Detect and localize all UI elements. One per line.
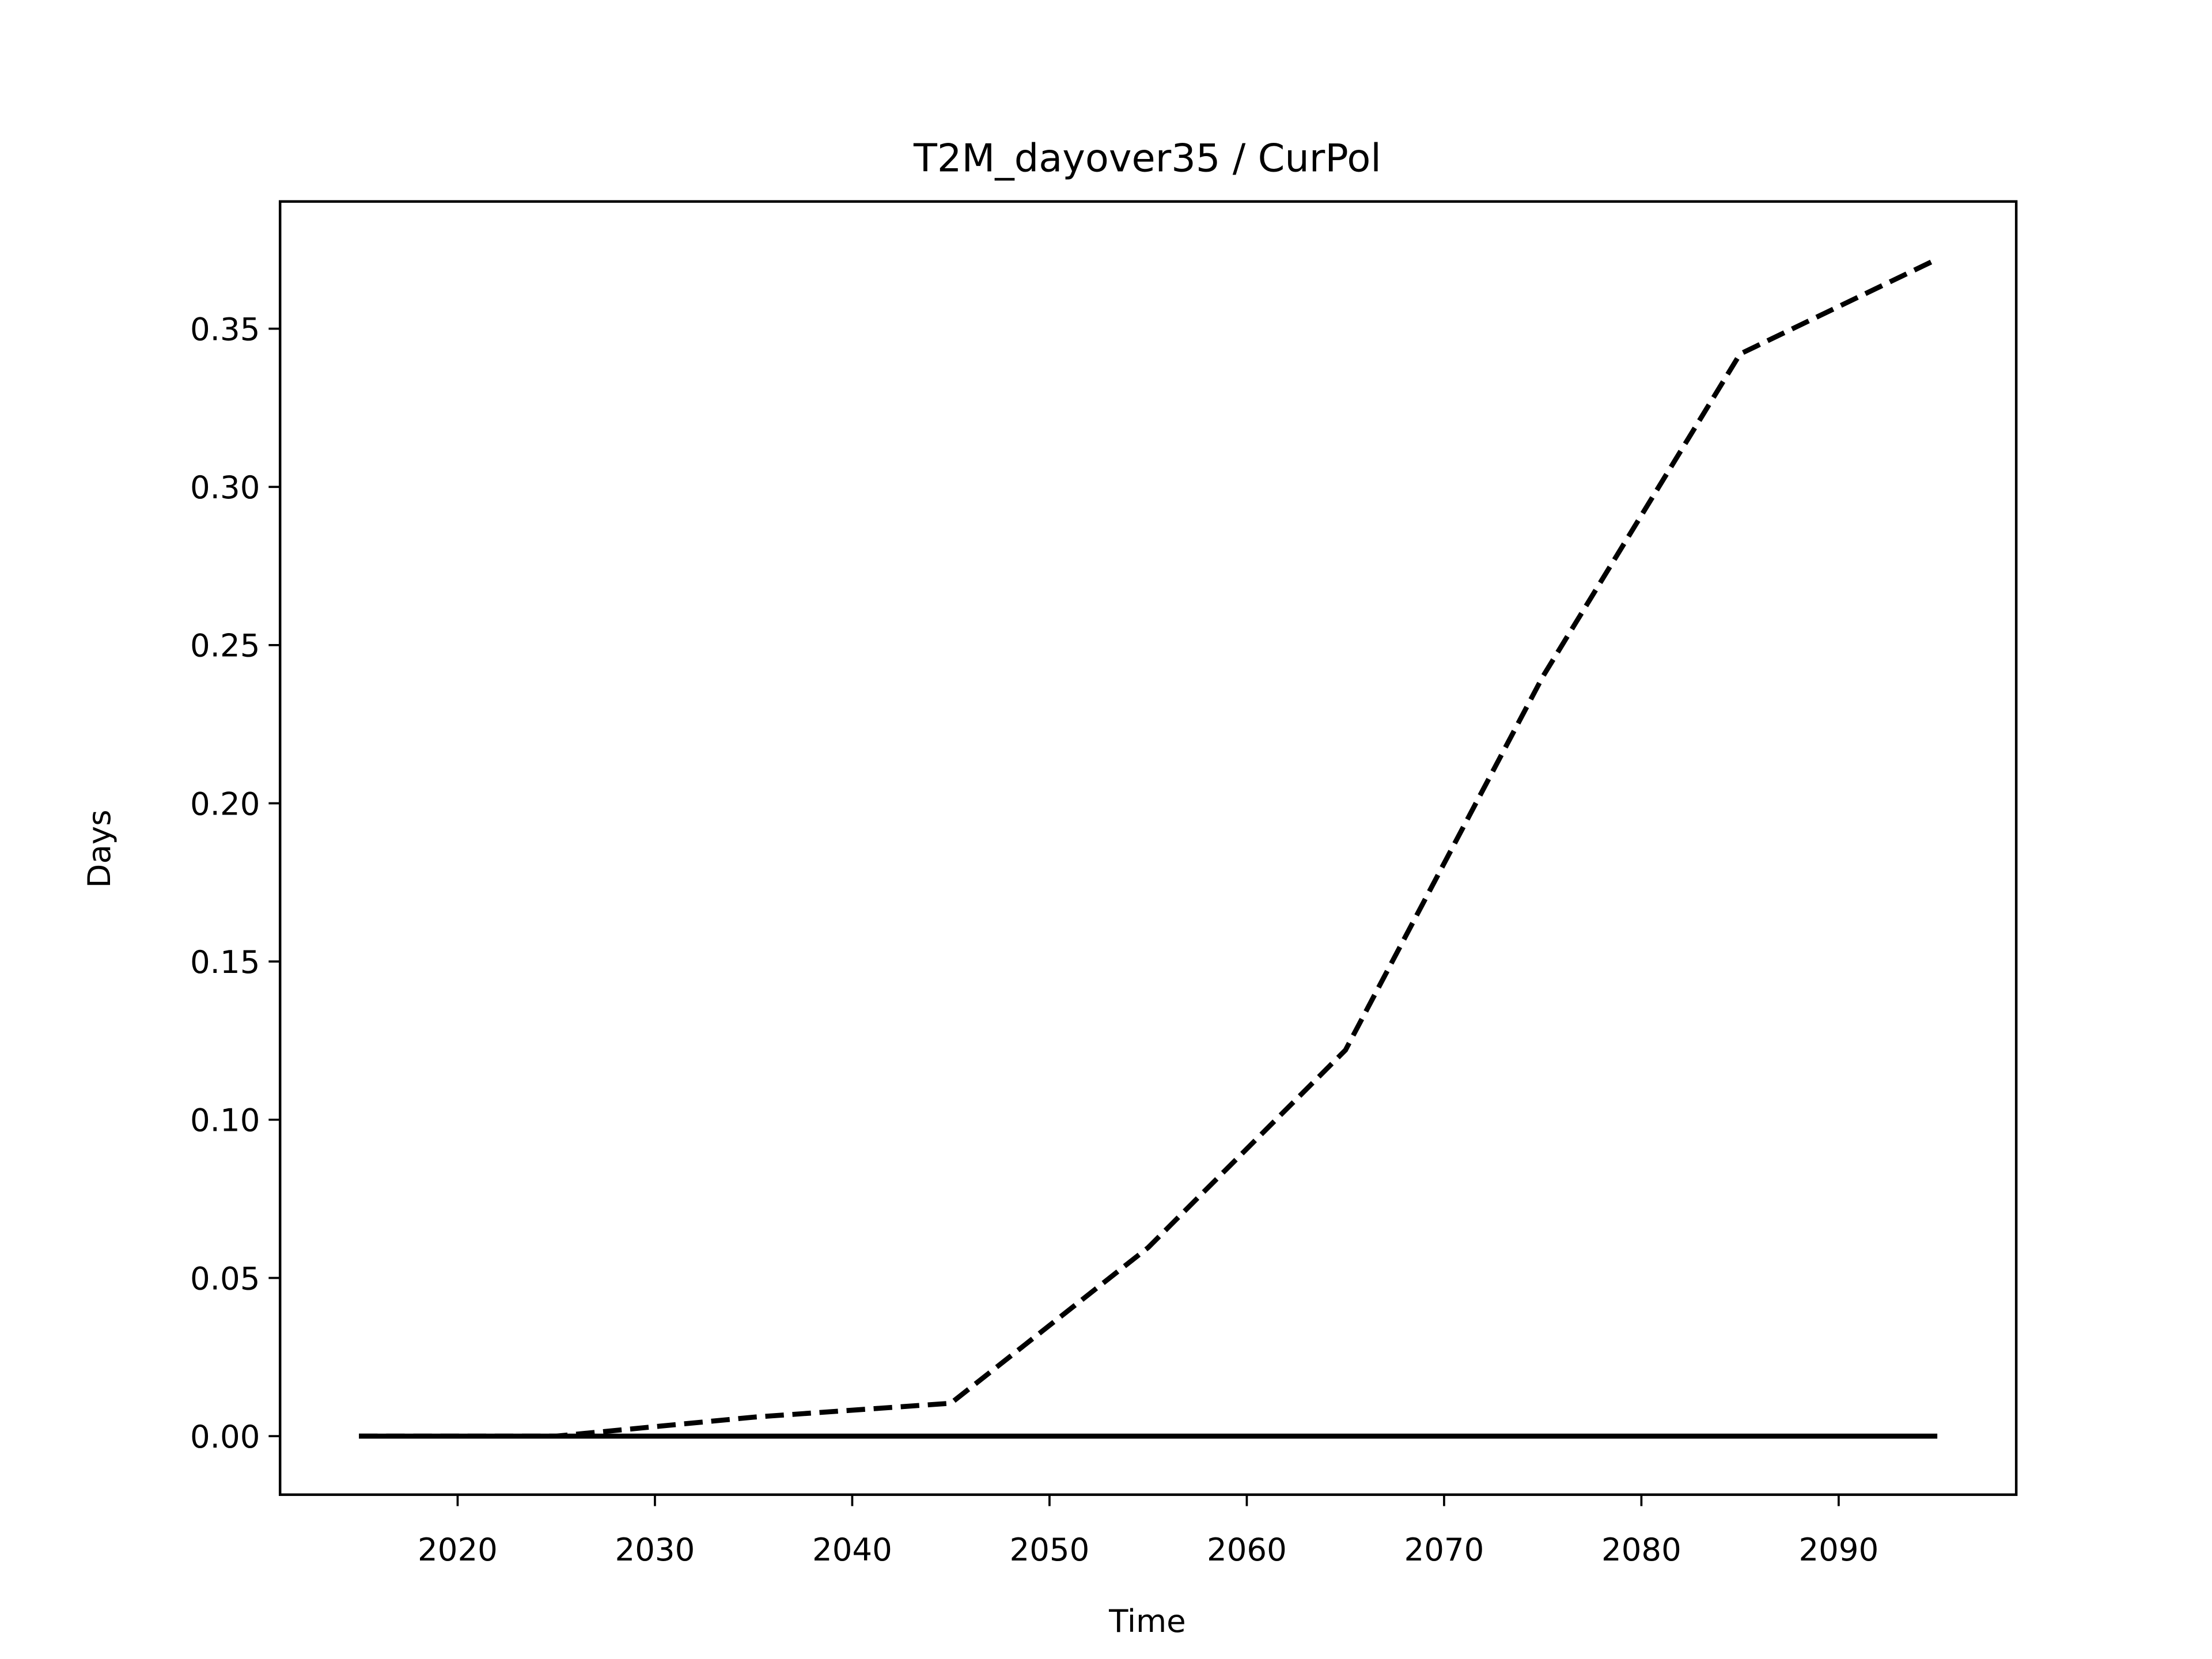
y-tick-label: 0.30: [190, 469, 260, 506]
x-tick-label: 2020: [418, 1531, 498, 1568]
x-tick-label: 2060: [1207, 1531, 1287, 1568]
chart-title: T2M_dayover35 / CurPol: [913, 136, 1381, 181]
y-tick-label: 0.20: [190, 785, 260, 822]
x-tick-label: 2090: [1798, 1531, 1878, 1568]
y-tick-label: 0.00: [190, 1418, 260, 1455]
series-line: [359, 256, 1939, 1439]
x-axis-label: Time: [1108, 1603, 1186, 1639]
y-tick-label: 0.15: [190, 944, 260, 980]
plot-frame: [278, 200, 2018, 1496]
x-tick-label: 2080: [1601, 1531, 1681, 1568]
y-tick-label: 0.05: [190, 1260, 260, 1297]
y-tick-label: 0.25: [190, 627, 260, 664]
x-tick-label: 2050: [1010, 1531, 1090, 1568]
x-tick-label: 2030: [615, 1531, 695, 1568]
y-tick-label: 0.10: [190, 1102, 260, 1139]
x-tick-label: 2040: [812, 1531, 892, 1568]
y-tick-label: 0.35: [190, 310, 260, 347]
x-tick-label: 2070: [1404, 1531, 1484, 1568]
y-axis-label: Days: [81, 809, 118, 888]
